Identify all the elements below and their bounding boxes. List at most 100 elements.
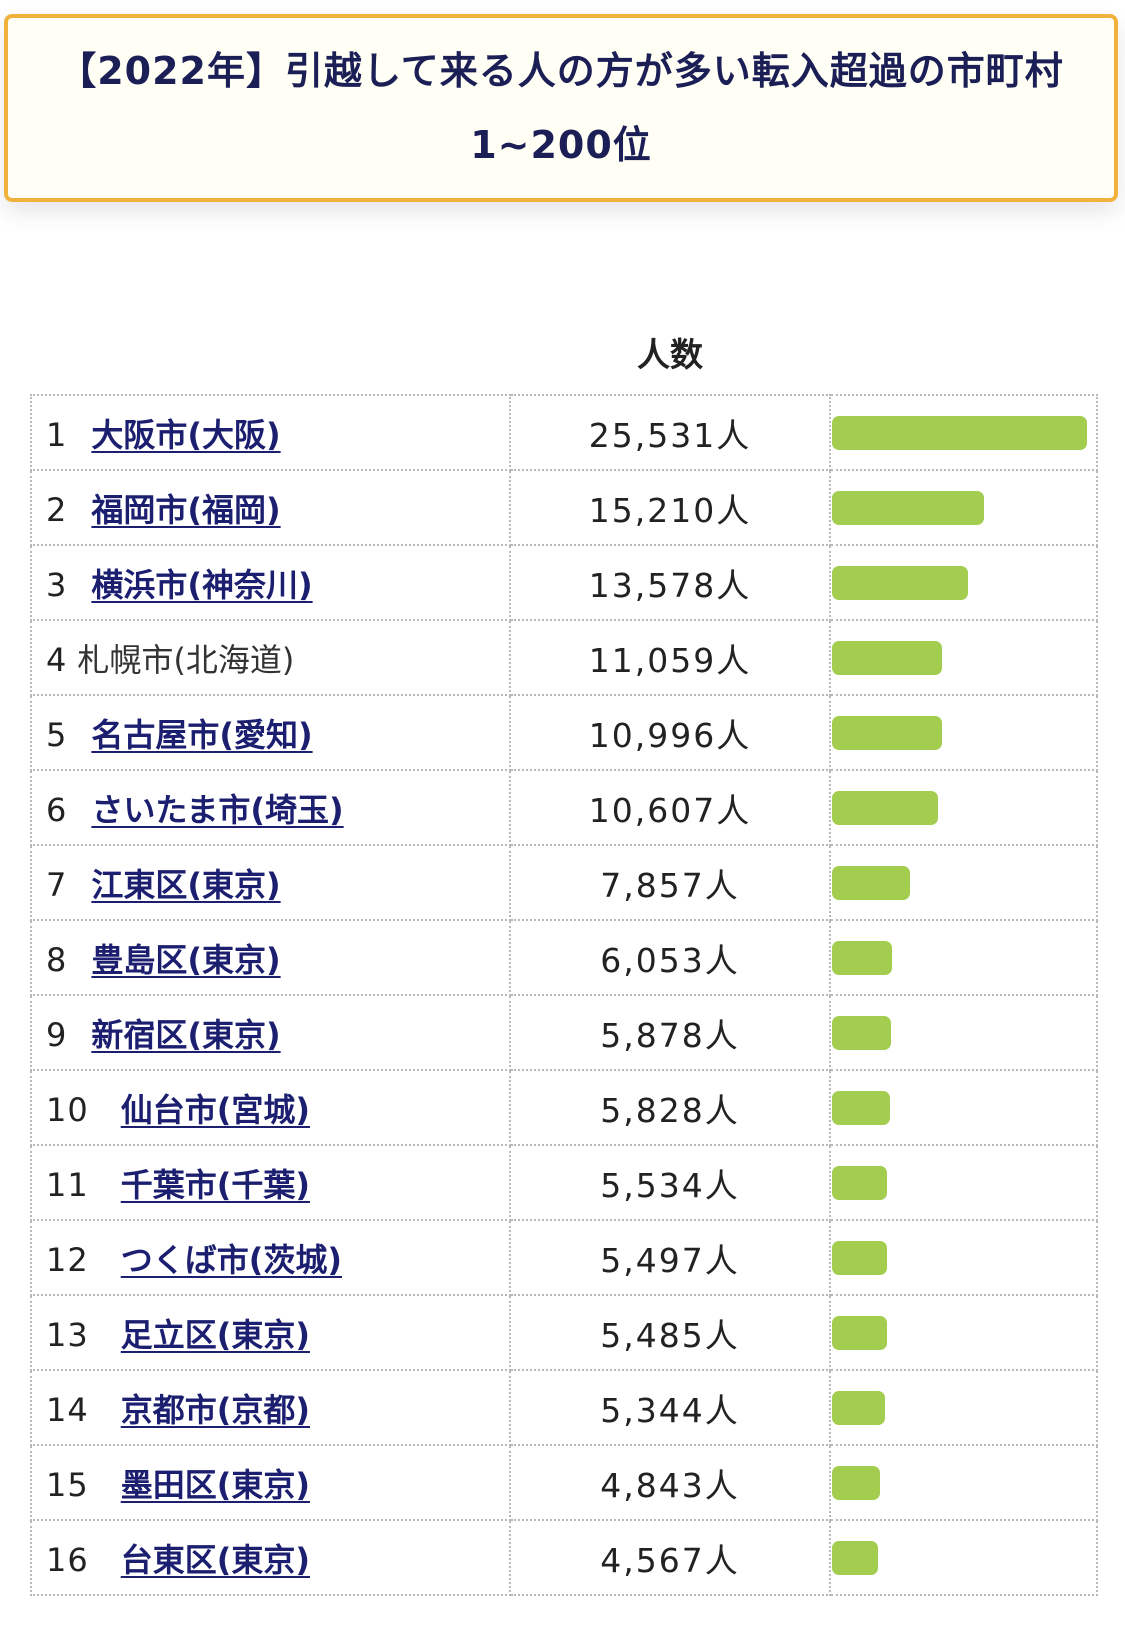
- bar-cell: [829, 1144, 1098, 1221]
- count-bar: [832, 1540, 878, 1575]
- count-bar: [832, 1090, 890, 1125]
- table-row: 11 千葉市(千葉) 5,534人: [30, 1144, 1098, 1221]
- count-bar: [832, 865, 910, 900]
- municipality-link[interactable]: 福岡市(福岡): [91, 490, 281, 529]
- municipality-cell: 3 横浜市(神奈川): [30, 544, 511, 621]
- municipality-cell: 8 豊島区(東京): [30, 919, 511, 996]
- rank-number: 9: [46, 1015, 68, 1054]
- municipality-cell: 14 京都市(京都): [30, 1369, 511, 1446]
- ranking-table-body: 1 大阪市(大阪) 25,531人 2 福岡市(福岡) 15,210人 3 横浜市(神奈川) 1…: [30, 394, 1098, 1596]
- municipality-link[interactable]: 名古屋市(愛知): [91, 715, 313, 754]
- bar-cell: [829, 769, 1098, 846]
- bar-cell: [829, 1294, 1098, 1371]
- bar-cell: [829, 1369, 1098, 1446]
- municipality-link[interactable]: つくば市(茨城): [120, 1240, 342, 1279]
- count-value: 6,053人: [509, 919, 831, 996]
- municipality-cell: 15 墨田区(東京): [30, 1444, 511, 1521]
- table-row: 10 仙台市(宮城) 5,828人: [30, 1069, 1098, 1146]
- table-row: 1 大阪市(大阪) 25,531人: [30, 394, 1098, 471]
- municipality-name: 札幌市(北海道): [77, 640, 295, 679]
- table-row: 3 横浜市(神奈川) 13,578人: [30, 544, 1098, 621]
- count-bar: [832, 1315, 887, 1350]
- count-value: 25,531人: [509, 394, 831, 471]
- count-bar: [832, 415, 1087, 450]
- municipality-link[interactable]: 江東区(東京): [91, 865, 281, 904]
- count-bar: [832, 1240, 887, 1275]
- count-value: 4,567人: [509, 1519, 831, 1596]
- rank-number: 1: [46, 415, 68, 454]
- bar-cell: [829, 694, 1098, 771]
- municipality-link[interactable]: 台東区(東京): [120, 1540, 310, 1579]
- municipality-link[interactable]: 大阪市(大阪): [91, 415, 281, 454]
- rank-number: 14: [46, 1390, 89, 1429]
- rank-number: 13: [46, 1315, 89, 1354]
- municipality-link[interactable]: さいたま市(埼玉): [91, 790, 344, 829]
- table-row: 14 京都市(京都) 5,344人: [30, 1369, 1098, 1446]
- rank-number: 4: [46, 640, 68, 679]
- municipality-cell: 5 名古屋市(愛知): [30, 694, 511, 771]
- count-bar: [832, 940, 892, 975]
- municipality-link[interactable]: 新宿区(東京): [91, 1015, 281, 1054]
- count-bar: [832, 1015, 891, 1050]
- count-value: 10,996人: [509, 694, 831, 771]
- ranking-table: 1 大阪市(大阪) 25,531人 2 福岡市(福岡) 15,210人 3 横浜市(神奈川) 1…: [30, 394, 1098, 1596]
- count-bar: [832, 490, 984, 525]
- bar-cell: [829, 919, 1098, 996]
- municipality-cell: 2 福岡市(福岡): [30, 469, 511, 546]
- table-row: 12 つくば市(茨城) 5,497人: [30, 1219, 1098, 1296]
- municipality-cell: 1 大阪市(大阪): [30, 394, 511, 471]
- count-value: 4,843人: [509, 1444, 831, 1521]
- municipality-cell: 4 札幌市(北海道): [30, 619, 511, 696]
- bar-cell: [829, 1519, 1098, 1596]
- table-row: 8 豊島区(東京) 6,053人: [30, 919, 1098, 996]
- rank-number: 15: [46, 1465, 89, 1504]
- count-value: 5,828人: [509, 1069, 831, 1146]
- count-value: 7,857人: [509, 844, 831, 921]
- bar-cell: [829, 1444, 1098, 1521]
- count-value: 5,534人: [509, 1144, 831, 1221]
- municipality-link[interactable]: 足立区(東京): [120, 1315, 310, 1354]
- count-bar: [832, 715, 942, 750]
- municipality-cell: 10 仙台市(宮城): [30, 1069, 511, 1146]
- count-value: 5,878人: [509, 994, 831, 1071]
- municipality-cell: 9 新宿区(東京): [30, 994, 511, 1071]
- municipality-link[interactable]: 仙台市(宮城): [120, 1090, 310, 1129]
- bar-cell: [829, 1219, 1098, 1296]
- table-row: 13 足立区(東京) 5,485人: [30, 1294, 1098, 1371]
- rank-number: 12: [46, 1240, 89, 1279]
- count-value: 11,059人: [509, 619, 831, 696]
- table-row: 16 台東区(東京) 4,567人: [30, 1519, 1098, 1596]
- table-row: 15 墨田区(東京) 4,843人: [30, 1444, 1098, 1521]
- municipality-link[interactable]: 千葉市(千葉): [120, 1165, 310, 1204]
- count-value: 5,497人: [509, 1219, 831, 1296]
- bar-cell: [829, 544, 1098, 621]
- rank-number: 2: [46, 490, 68, 529]
- municipality-cell: 6 さいたま市(埼玉): [30, 769, 511, 846]
- rank-number: 11: [46, 1165, 89, 1204]
- municipality-cell: 11 千葉市(千葉): [30, 1144, 511, 1221]
- count-value: 5,344人: [509, 1369, 831, 1446]
- table-row: 9 新宿区(東京) 5,878人: [30, 994, 1098, 1071]
- count-bar: [832, 790, 938, 825]
- rank-number: 10: [46, 1090, 89, 1129]
- count-bar: [832, 565, 968, 600]
- count-value: 13,578人: [509, 544, 831, 621]
- rank-number: 5: [46, 715, 68, 754]
- rank-number: 16: [46, 1540, 89, 1579]
- rank-number: 7: [46, 865, 68, 904]
- municipality-link[interactable]: 横浜市(神奈川): [91, 565, 313, 604]
- rank-number: 8: [46, 940, 68, 979]
- municipality-cell: 7 江東区(東京): [30, 844, 511, 921]
- bar-cell: [829, 469, 1098, 546]
- municipality-link[interactable]: 墨田区(東京): [120, 1465, 310, 1504]
- table-row: 5 名古屋市(愛知) 10,996人: [30, 694, 1098, 771]
- count-bar: [832, 1465, 880, 1500]
- count-bar: [832, 1165, 887, 1200]
- table-row: 6 さいたま市(埼玉) 10,607人: [30, 769, 1098, 846]
- municipality-link[interactable]: 京都市(京都): [120, 1390, 310, 1429]
- bar-cell: [829, 844, 1098, 921]
- count-value: 5,485人: [509, 1294, 831, 1371]
- municipality-link[interactable]: 豊島区(東京): [91, 940, 281, 979]
- rank-number: 6: [46, 790, 68, 829]
- municipality-cell: 16 台東区(東京): [30, 1519, 511, 1596]
